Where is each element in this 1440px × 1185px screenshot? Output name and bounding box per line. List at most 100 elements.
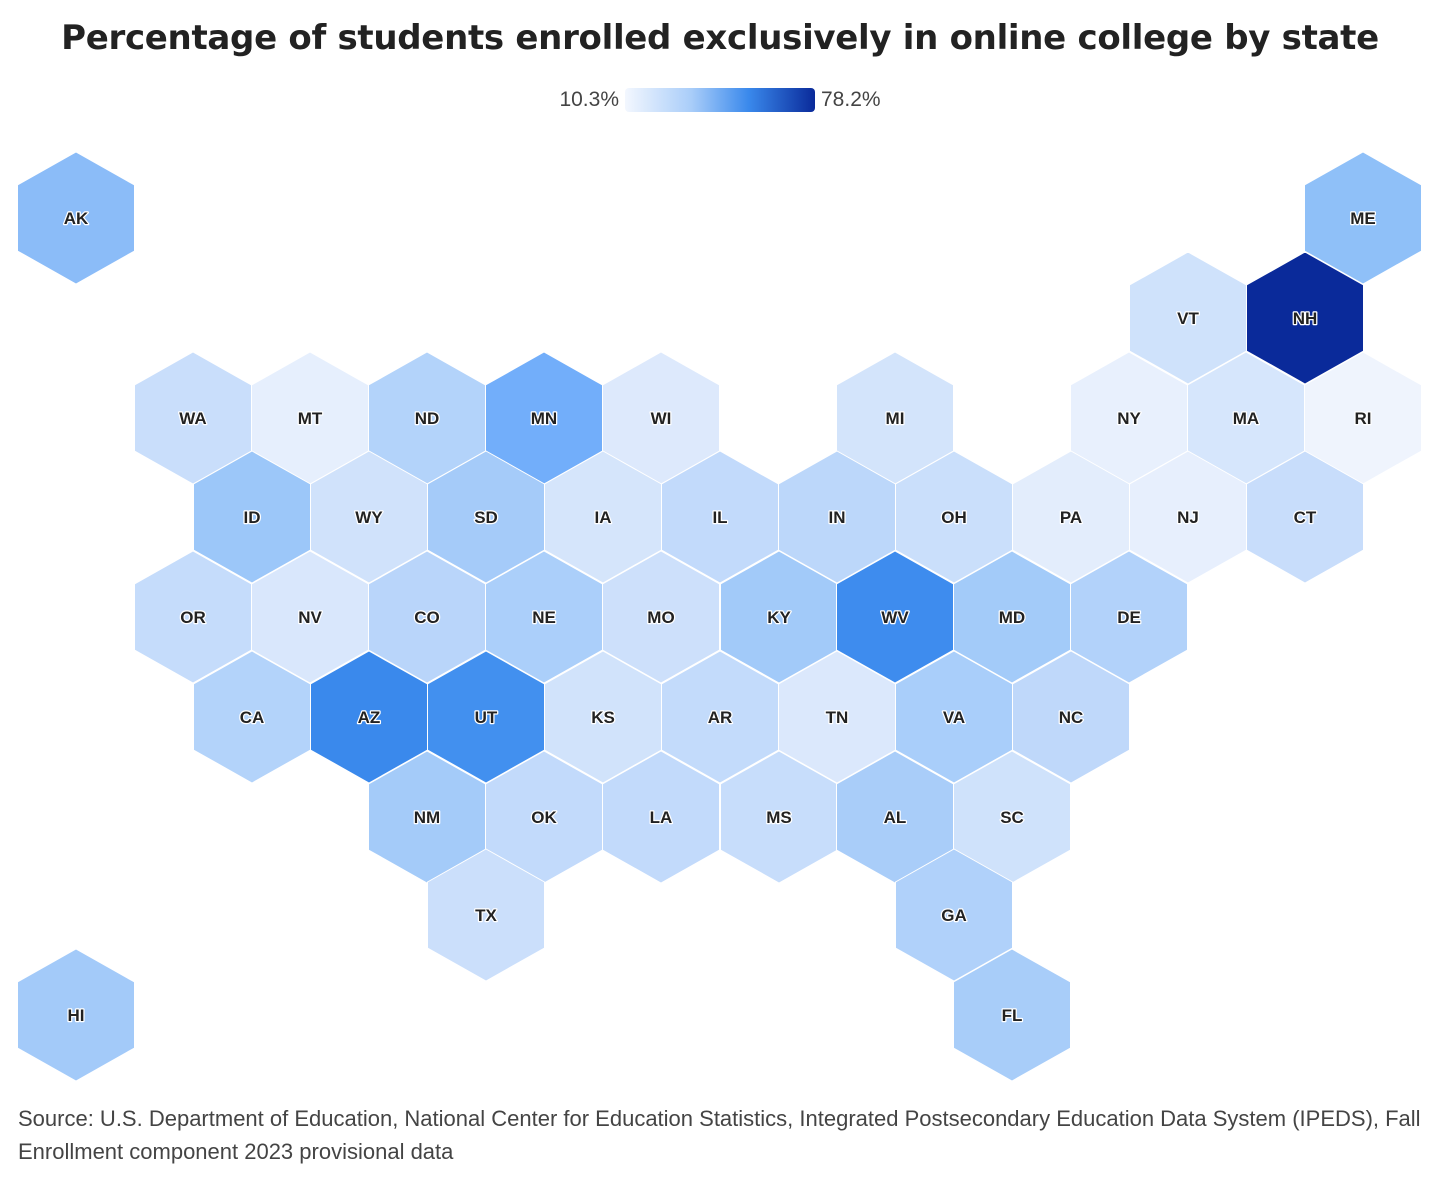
state-hex-shape — [602, 550, 720, 684]
state-label: DE — [1117, 608, 1141, 627]
state-label: SD — [474, 508, 498, 527]
state-hex-nd: ND — [368, 351, 486, 485]
state-hex-vt: VT — [1129, 251, 1247, 385]
state-hex-de: DE — [1070, 550, 1188, 684]
state-hex-mn: MN — [485, 351, 603, 485]
state-label: WI — [651, 409, 672, 428]
state-label: IA — [595, 508, 612, 527]
state-hex-mo: MO — [602, 550, 720, 684]
state-hex-shape — [1246, 251, 1364, 385]
state-label: MD — [999, 608, 1025, 627]
state-hex-co: CO — [368, 550, 486, 684]
state-label: NY — [1117, 409, 1141, 428]
state-hex-shape — [17, 151, 135, 285]
state-hex-pa: PA — [1012, 450, 1130, 584]
state-label: IL — [712, 508, 727, 527]
state-label: WA — [179, 409, 206, 428]
state-label: NV — [298, 608, 322, 627]
state-label: KS — [591, 708, 615, 727]
state-hex-oh: OH — [895, 450, 1013, 584]
state-label: IN — [829, 508, 846, 527]
state-label: TX — [475, 906, 497, 925]
state-hex-ca: CA — [193, 650, 311, 784]
state-label: MA — [1233, 409, 1259, 428]
state-label: MS — [766, 808, 792, 827]
state-label: NJ — [1177, 508, 1199, 527]
color-legend: 10.3% 78.2% — [0, 88, 1440, 112]
state-label: ND — [415, 409, 440, 428]
state-hex-nc: NC — [1012, 650, 1130, 784]
state-label: FL — [1002, 1006, 1023, 1025]
legend-gradient-bar — [625, 88, 815, 112]
state-hex-ct: CT — [1246, 450, 1364, 584]
chart-title: Percentage of students enrolled exclusiv… — [61, 18, 1379, 58]
state-label: MI — [886, 409, 905, 428]
state-label: MN — [531, 409, 557, 428]
state-hex-shape — [1012, 650, 1130, 784]
state-label: VA — [943, 708, 965, 727]
state-hex-shape — [427, 848, 545, 982]
state-label: MT — [298, 409, 323, 428]
state-hex-ut: UT — [427, 650, 545, 784]
state-label: NC — [1059, 708, 1084, 727]
state-hex-wv: WV — [836, 550, 954, 684]
state-label: WV — [881, 608, 909, 627]
state-label: HI — [68, 1006, 85, 1025]
state-label: OH — [941, 508, 967, 527]
state-hex-ma: MA — [1187, 351, 1305, 485]
state-hex-ky: KY — [720, 550, 838, 684]
state-label: NH — [1293, 309, 1318, 328]
legend-max-label: 78.2% — [821, 88, 881, 111]
state-label: CO — [414, 608, 440, 627]
state-label: AL — [884, 808, 907, 827]
state-label: CA — [240, 708, 265, 727]
state-label: NM — [414, 808, 440, 827]
state-hex-ga: GA — [895, 848, 1013, 982]
state-label: OR — [180, 608, 206, 627]
source-note: Source: U.S. Department of Education, Na… — [18, 1106, 1421, 1164]
state-hex-ia: IA — [544, 450, 662, 584]
state-hex-ak: AK — [17, 151, 135, 285]
state-hex-or: OR — [134, 550, 252, 684]
state-label: UT — [475, 708, 498, 727]
state-label: KY — [767, 608, 791, 627]
state-label: WY — [355, 508, 383, 527]
state-label: MO — [647, 608, 674, 627]
state-hex-ms: MS — [720, 750, 838, 884]
state-hex-tx: TX — [427, 848, 545, 982]
state-label: RI — [1355, 409, 1372, 428]
state-label: ME — [1350, 209, 1376, 228]
state-label: GA — [941, 906, 967, 925]
state-hex-fl: FL — [953, 948, 1071, 1082]
state-hex-sc: SC — [953, 750, 1071, 884]
state-label: AK — [64, 209, 89, 228]
state-hex-shape — [1246, 450, 1364, 584]
state-hex-mi: MI — [836, 351, 954, 485]
state-label: CT — [1294, 508, 1317, 527]
state-hex-ar: AR — [661, 650, 779, 784]
state-label: PA — [1060, 508, 1082, 527]
state-hex-shape — [1304, 151, 1422, 285]
state-label: AR — [708, 708, 733, 727]
state-hex-me: ME — [1304, 151, 1422, 285]
state-hex-shape — [17, 948, 135, 1082]
state-label: SC — [1000, 808, 1024, 827]
state-label: LA — [650, 808, 673, 827]
hex-map: AK ME VT NH WA MT ND MN WI MI NY MA RI ID WY SD IA IL IN OH… — [17, 151, 1422, 1082]
state-hex-shape — [895, 848, 1013, 982]
state-hex-la: LA — [602, 750, 720, 884]
state-hex-shape — [953, 948, 1071, 1082]
state-hex-hi: HI — [17, 948, 135, 1082]
state-hex-md: MD — [953, 550, 1071, 684]
state-label: VT — [1177, 309, 1199, 328]
state-label: TN — [826, 708, 849, 727]
state-hex-nv: NV — [251, 550, 369, 684]
legend-min-label: 10.3% — [559, 88, 619, 111]
state-label: NE — [532, 608, 556, 627]
state-hex-shape — [602, 750, 720, 884]
state-hex-il: IL — [661, 450, 779, 584]
state-label: AZ — [358, 708, 381, 727]
state-label: OK — [531, 808, 557, 827]
state-hex-ri: RI — [1304, 351, 1422, 485]
state-hex-shape — [1070, 550, 1188, 684]
